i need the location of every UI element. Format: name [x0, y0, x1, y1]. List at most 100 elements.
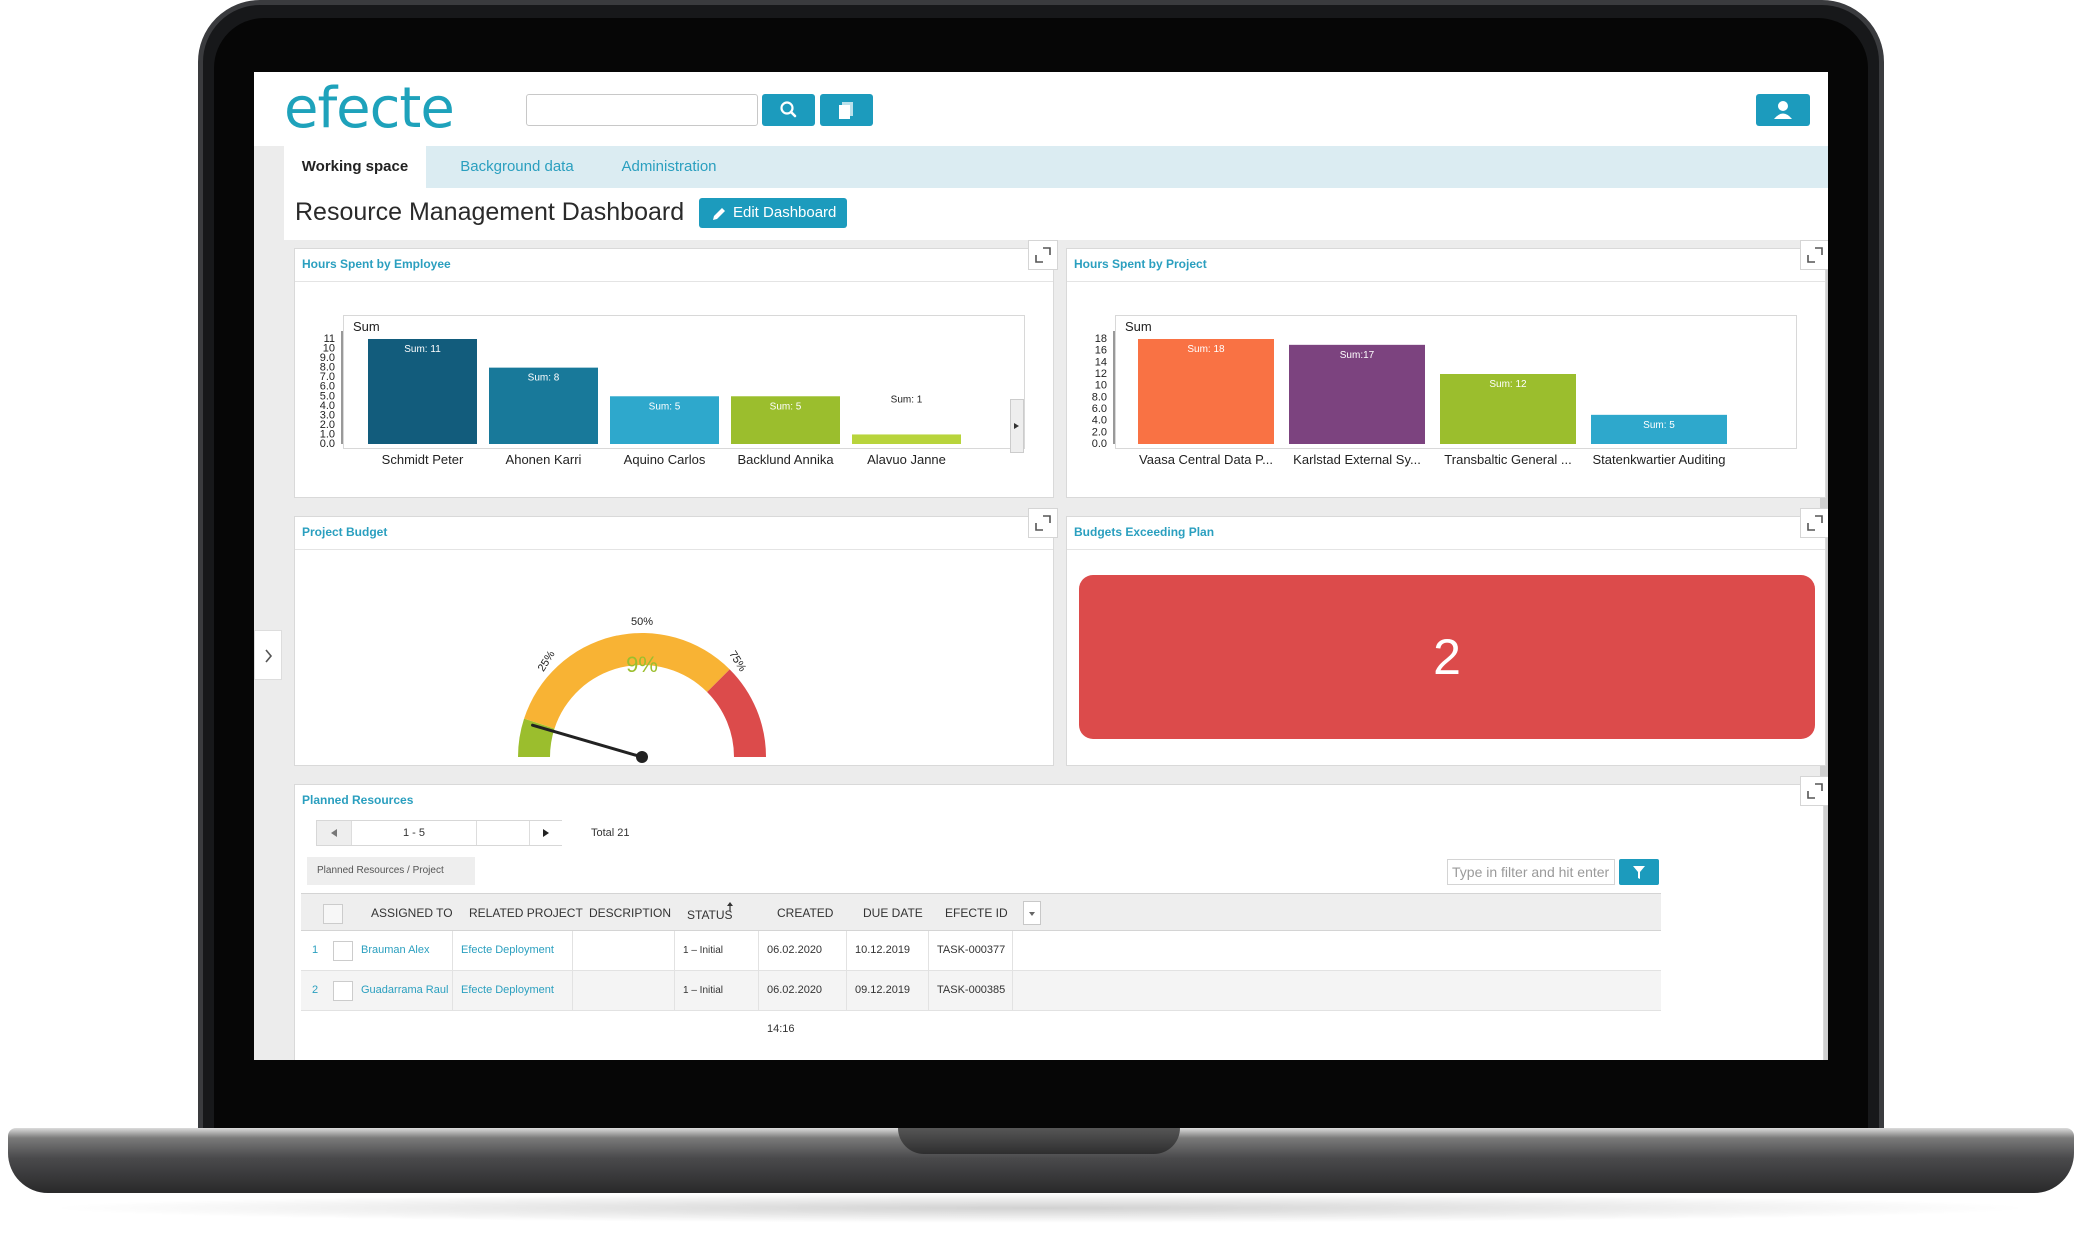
budget-gauge: 25%50%75%9%Project	[518, 616, 766, 763]
gauge-value: 9%	[626, 652, 658, 677]
bar	[489, 367, 598, 444]
y-tick-label: 5.0	[320, 390, 335, 402]
expand-panel-button[interactable]	[1800, 776, 1828, 806]
table-row[interactable]: 2 Guadarrama Raul Efecte Deployment 1 – …	[301, 971, 1661, 1035]
filter-input[interactable]: Type in filter and hit enter	[1447, 859, 1615, 885]
x-tick-label: Vaasa Central Data P...	[1139, 452, 1273, 467]
legend-label: Sum	[353, 319, 380, 334]
budgets-exceeding-count[interactable]: 2	[1079, 575, 1815, 739]
caret-right-icon	[543, 829, 549, 837]
total-count: Total 21	[591, 827, 630, 839]
edit-dashboard-button[interactable]: Edit Dashboard	[699, 198, 847, 228]
dashboard-header: Resource Management Dashboard Edit Dashb…	[284, 188, 1828, 240]
cell-assigned-to[interactable]: Brauman Alex	[353, 931, 453, 970]
table-row[interactable]: 1 Brauman Alex Efecte Deployment 1 – Ini…	[301, 931, 1661, 995]
y-tick-label: 4.0	[1092, 415, 1107, 427]
data-label: Sum: 1	[891, 394, 923, 405]
expand-icon	[1035, 515, 1051, 531]
pager-next-button[interactable]	[529, 821, 562, 845]
pager-prev-button[interactable]	[317, 821, 351, 845]
tab-background-data[interactable]: Background data	[460, 158, 574, 175]
top-bar: efecte	[254, 72, 1828, 146]
column-assigned-to[interactable]: ASSIGNED TO	[371, 906, 453, 920]
bar	[1591, 414, 1727, 444]
page-title: Resource Management Dashboard	[295, 198, 685, 226]
data-label: Sum: 5	[770, 401, 802, 412]
data-label: Sum: 18	[1187, 344, 1225, 355]
search-input[interactable]	[526, 94, 758, 126]
expand-icon	[1807, 783, 1823, 799]
x-tick-label: Aquino Carlos	[624, 452, 706, 467]
select-all-checkbox[interactable]	[323, 904, 343, 924]
y-tick-label: 2.0	[320, 419, 335, 431]
expand-panel-button[interactable]	[1028, 508, 1058, 538]
divider	[295, 281, 1053, 282]
laptop-shadow	[40, 1193, 2040, 1223]
y-tick-label: 0.0	[320, 438, 335, 450]
documents-button[interactable]	[820, 94, 873, 126]
expand-panel-button[interactable]	[1800, 240, 1828, 270]
cell-related-project[interactable]: Efecte Deployment	[453, 931, 573, 970]
y-tick-label: 11	[324, 333, 335, 345]
tab-administration[interactable]: Administration	[621, 158, 717, 175]
panel-hours-by-employee: Hours Spent by Employee Sum 0.0 1.0 2.0 3.0…	[294, 248, 1054, 498]
cell-efecte-id: TASK-000385	[929, 971, 1013, 1010]
divider	[295, 549, 1053, 550]
caret-left-icon	[331, 829, 337, 837]
cell-created: 06.02.2020 14:16	[759, 971, 847, 1035]
edit-dashboard-label: Edit Dashboard	[733, 204, 837, 221]
panel-project-budget: Project Budget 25%50%75%9%Project	[294, 516, 1054, 766]
cell-related-project[interactable]: Efecte Deployment	[453, 971, 573, 1010]
row-number: 1	[311, 944, 319, 956]
column-menu-button[interactable]	[1023, 901, 1041, 925]
data-label: Sum: 5	[649, 401, 681, 412]
sort-ascending-icon	[727, 902, 733, 911]
cell-due-date: 10.12.2019	[847, 931, 929, 970]
column-description[interactable]: DESCRIPTION	[589, 906, 672, 920]
sidebar-toggle[interactable]	[254, 630, 282, 680]
row-checkbox[interactable]	[333, 941, 353, 961]
column-created[interactable]: CREATED	[777, 906, 834, 920]
documents-icon	[839, 102, 853, 119]
y-tick-label: 10	[323, 343, 335, 355]
y-tick-label: 6.0	[320, 381, 335, 393]
column-efecte-id[interactable]: EFECTE ID	[945, 906, 1008, 920]
breadcrumb[interactable]: Planned Resources / Project Management	[307, 857, 475, 904]
cell-description	[573, 931, 675, 970]
panel-budgets-exceeding: Budgets Exceeding Plan 2	[1066, 516, 1826, 766]
legend-label: Sum	[1125, 319, 1152, 334]
main-tab-bar: Working space Background data Administra…	[284, 146, 1828, 188]
y-tick-label: 8.0	[320, 362, 335, 374]
column-due-date[interactable]: DUE DATE	[863, 906, 923, 920]
search-button[interactable]	[762, 94, 815, 126]
y-tick-label: 12	[1095, 368, 1107, 380]
x-tick-label: Transbaltic General ...	[1444, 452, 1571, 467]
row-checkbox[interactable]	[333, 981, 353, 1001]
x-tick-label: Ahonen Karri	[506, 452, 582, 467]
efecte-logo[interactable]: efecte	[284, 76, 455, 141]
filter-button[interactable]	[1619, 859, 1659, 885]
divider	[1067, 549, 1825, 550]
cell-description	[573, 971, 675, 1010]
pager-range: 1 - 5	[351, 821, 477, 845]
column-related-project[interactable]: RELATED PROJECT	[469, 906, 583, 920]
x-tick-label: Backlund Annika	[737, 452, 834, 467]
y-tick-label: 10	[1095, 380, 1107, 392]
panel-title: Budgets Exceeding Plan	[1074, 525, 1215, 539]
column-status[interactable]: STATUS	[687, 902, 733, 922]
expand-panel-button[interactable]	[1800, 508, 1828, 538]
y-tick-label: 1.0	[320, 428, 335, 440]
tab-working-space[interactable]: Working space	[284, 146, 426, 188]
caret-right-icon	[1014, 423, 1019, 429]
bar	[1289, 344, 1425, 444]
cell-assigned-to[interactable]: Guadarrama Raul	[353, 971, 453, 1010]
y-tick-label: 14	[1095, 356, 1107, 368]
user-icon	[1774, 101, 1792, 119]
chart-scroll-right[interactable]	[1010, 399, 1024, 453]
cell-efecte-id: TASK-000377	[929, 931, 1013, 970]
cell-due-date: 09.12.2019	[847, 971, 929, 1010]
user-menu-button[interactable]	[1756, 94, 1810, 126]
data-label: Sum: 5	[1643, 420, 1675, 431]
expand-panel-button[interactable]	[1028, 240, 1058, 270]
